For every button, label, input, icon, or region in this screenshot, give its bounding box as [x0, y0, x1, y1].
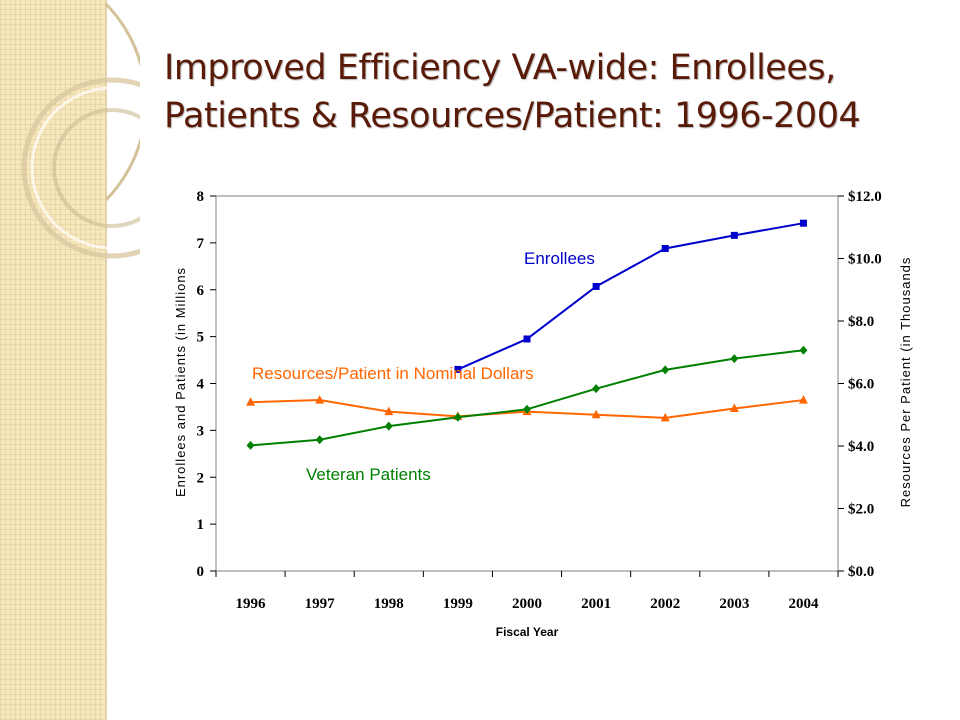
data-point-resources-per-patient: [798, 395, 808, 404]
x-axis-tick-label: 2004: [788, 596, 819, 612]
x-axis-tick-label: 2003: [719, 596, 749, 612]
left-axis-tick-label: 2: [197, 470, 205, 486]
data-point-enrollees: [799, 219, 807, 227]
series-label-resources-per-patient: Resources/Patient in Nominal Dollars: [252, 364, 534, 383]
data-point-enrollees: [661, 245, 669, 252]
data-point-veteran-patients: [315, 435, 324, 445]
right-axis-tick-label: $10.0: [848, 252, 882, 268]
data-point-veteran-patients: [661, 365, 670, 375]
x-axis-tick-label: 2002: [650, 596, 680, 612]
x-axis-tick-label: 1999: [443, 596, 473, 612]
left-axis-tick-label: 4: [197, 377, 205, 393]
data-point-resources-per-patient: [384, 406, 394, 416]
data-point-veteran-patients: [592, 384, 601, 394]
series-layer: [246, 219, 808, 450]
data-point-enrollees: [454, 365, 462, 373]
left-axis-tick-label: 0: [197, 564, 205, 580]
data-point-enrollees: [730, 231, 738, 239]
x-axis-tick-label: 2001: [581, 596, 611, 612]
x-axis: 1996 1997 1998 1999 2000 2001 2002 2003 2004: [215, 571, 839, 612]
left-y-axis: 0 1 2 3 4 5 6 7 8: [197, 189, 216, 580]
decorative-rings: [21, 2, 140, 259]
data-point-enrollees: [592, 282, 600, 290]
left-axis-tick-label: 7: [197, 236, 205, 252]
slide-title: Improved Efficiency VA-wide: Enrollees, …: [164, 44, 924, 140]
left-axis-tick-label: 8: [197, 189, 205, 205]
slide-title-line-2: Patients & Resources/Patient: 1996-2004: [164, 96, 861, 136]
left-axis-tick-label: 3: [197, 423, 205, 439]
data-point-resources-per-patient: [246, 397, 256, 406]
data-point-resources-per-patient: [660, 412, 670, 422]
data-point-veteran-patients: [523, 404, 531, 414]
right-axis-tick-label: $2.0: [848, 502, 874, 518]
series-line-enrollees: [457, 222, 804, 371]
slide-title-line-1: Improved Efficiency VA-wide: Enrollees,: [164, 48, 836, 88]
right-axis-tick-label: $6.0: [848, 377, 874, 393]
data-point-veteran-patients: [246, 440, 255, 450]
data-point-veteran-patients: [730, 354, 739, 364]
data-point-resources-per-patient: [729, 403, 739, 412]
data-point-resources-per-patient: [315, 395, 325, 404]
right-axis-tick-label: $12.0: [848, 189, 882, 205]
left-axis-tick-label: 5: [197, 330, 205, 346]
data-point-veteran-patients: [384, 421, 393, 431]
left-axis-tick-label: 6: [197, 283, 205, 299]
right-axis-tick-label: $4.0: [848, 439, 874, 455]
decorative-side-band: [0, 0, 107, 720]
series-label-veteran-patients: Veteran Patients: [306, 465, 431, 484]
x-axis-tick-label: 1998: [374, 596, 404, 612]
data-point-resources-per-patient: [591, 409, 601, 419]
right-axis-tick-label: $8.0: [848, 314, 874, 330]
x-axis-title: Fiscal Year: [496, 625, 559, 639]
data-point-veteran-patients: [453, 412, 462, 422]
data-point-veteran-patients: [799, 345, 808, 355]
right-y-axis: $0.0 $2.0 $4.0 $6.0 $8.0 $10.0 $12.0: [838, 189, 882, 580]
right-y-axis-title: Resources Per Patient (in Thousands: [898, 257, 913, 508]
x-axis-tick-label: 1996: [236, 596, 267, 612]
plot-area: [215, 195, 839, 572]
data-point-enrollees: [523, 335, 531, 343]
x-axis-tick-label: 2000: [512, 596, 542, 612]
series-label-enrollees: Enrollees: [524, 249, 595, 268]
left-axis-tick-label: 1: [197, 517, 205, 533]
left-y-axis-title: Enrollees and Patients (in Millions: [173, 267, 188, 497]
right-axis-tick-label: $0.0: [848, 564, 874, 580]
x-axis-tick-label: 1997: [305, 596, 336, 612]
